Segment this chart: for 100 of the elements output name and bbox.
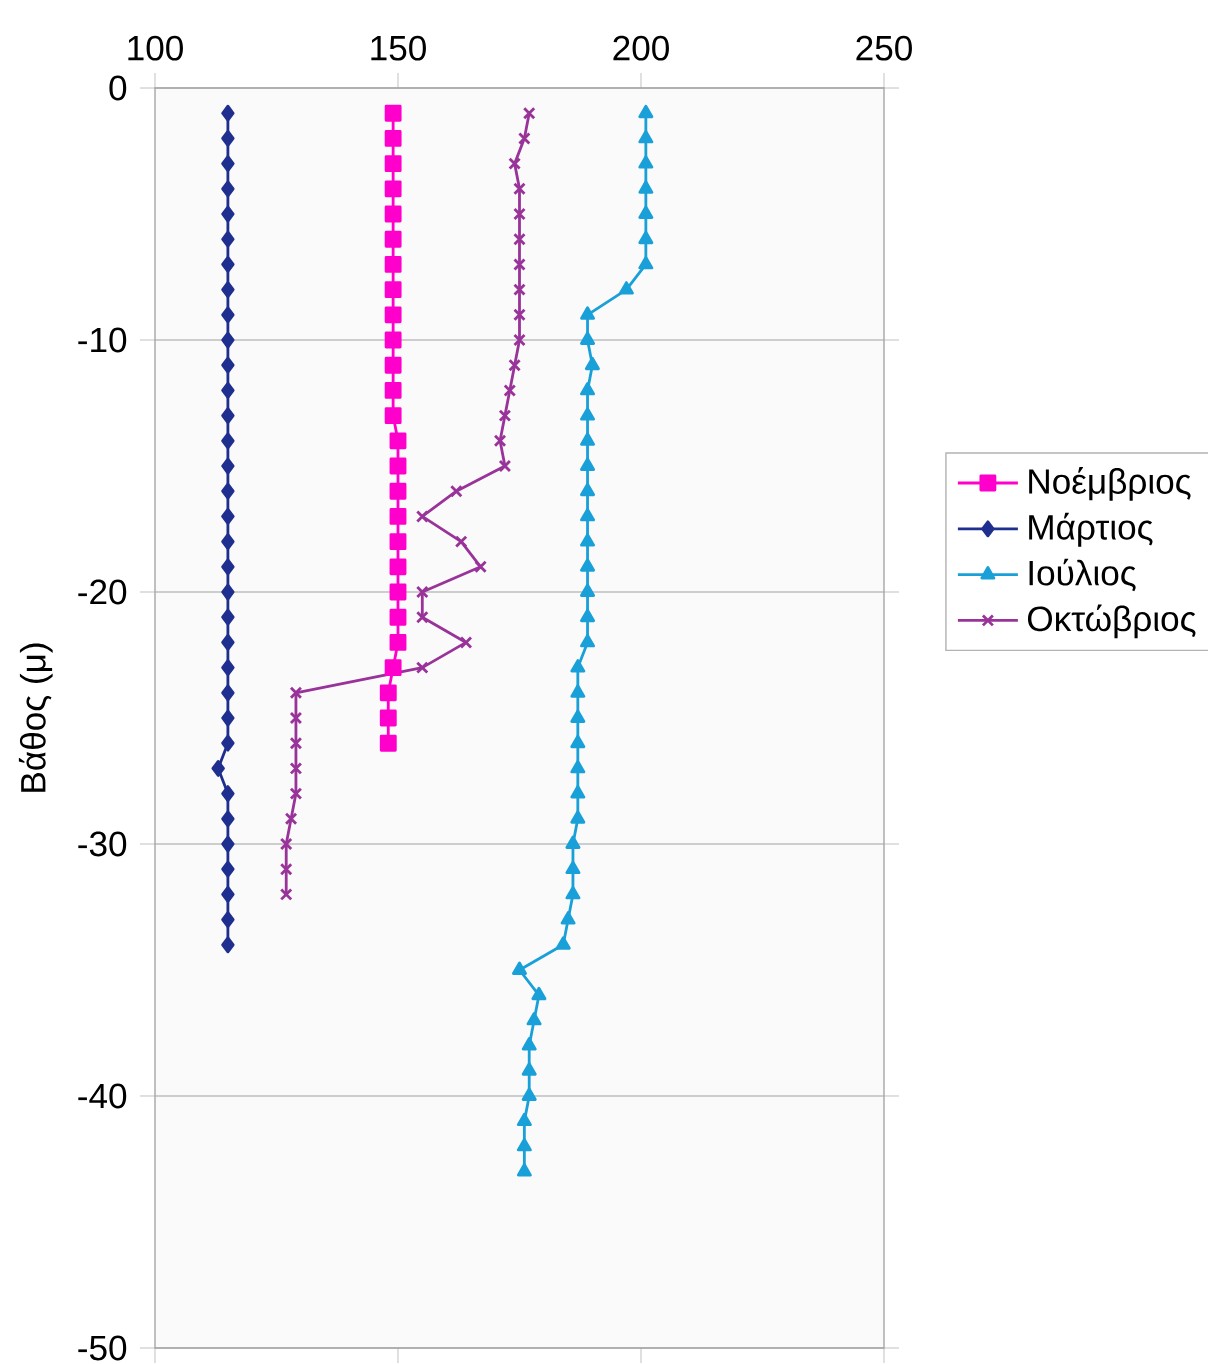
point [221,407,235,425]
point [384,659,402,677]
point [389,432,407,450]
point [618,281,634,295]
point [384,255,402,273]
point [221,633,235,651]
point [279,888,293,901]
point [221,205,235,223]
point [221,709,235,727]
point [580,533,596,547]
point [221,281,235,299]
point [221,659,235,677]
point [513,333,526,347]
point [580,482,596,497]
y-tick-label: -50 [78,1335,127,1361]
point [560,911,576,925]
point [474,560,487,574]
point [580,558,596,572]
point [221,608,235,626]
point [565,835,581,849]
point [516,1163,532,1177]
point [221,331,235,349]
point [638,230,654,245]
x-tick-label: 100 [128,35,183,61]
point [580,608,596,623]
y-tick-label: -20 [78,579,127,605]
point [289,787,303,800]
point [389,533,407,551]
point [221,533,235,551]
point [580,306,596,320]
point [384,306,402,324]
point [379,709,397,727]
y-axis-title: Βάθος (μ) [18,643,53,792]
point [580,633,596,648]
point [221,129,235,147]
point [389,507,407,525]
point [516,1137,532,1152]
point [221,432,235,450]
point [638,155,654,169]
point [570,684,586,698]
point [513,207,526,221]
point [221,457,235,475]
point [221,885,235,903]
point [279,862,293,876]
point [415,610,429,624]
point [379,684,397,702]
y-tick-label: 0 [109,75,127,101]
point [513,182,526,196]
point [221,911,235,929]
point [221,306,235,324]
y-tick-label: -10 [78,327,127,353]
point [415,661,429,674]
point [517,132,531,145]
point [384,129,402,147]
point [522,106,536,120]
point [384,381,402,399]
point [580,381,596,396]
point [384,180,402,198]
point [384,205,402,223]
point [526,1011,542,1026]
point [389,608,407,626]
point [638,129,654,144]
point [289,762,303,775]
point [580,407,596,421]
point [389,457,407,475]
point [531,986,547,1001]
point [638,180,654,194]
point [289,686,303,700]
point [221,835,235,853]
point [384,155,402,173]
point [580,507,596,522]
point [389,633,407,651]
x-tick-label: 150 [371,35,426,61]
point [415,510,429,523]
point [384,331,402,349]
point [503,384,517,397]
point [512,961,527,975]
point [498,409,512,422]
point [221,810,235,828]
point [221,255,235,273]
point [565,885,581,900]
legend-label: Νοέμβριος [1029,467,1191,501]
point [221,684,235,702]
point [498,459,512,473]
point [389,558,407,576]
point [379,734,397,752]
point [570,785,586,799]
point [459,636,473,649]
point [570,759,586,774]
point [521,1037,537,1051]
point [415,585,429,599]
point [389,482,407,500]
point [580,331,596,345]
point [570,709,586,723]
point [580,432,596,446]
point [570,659,586,673]
point [221,381,235,399]
point [513,232,526,246]
point [221,482,235,500]
point [221,734,235,752]
